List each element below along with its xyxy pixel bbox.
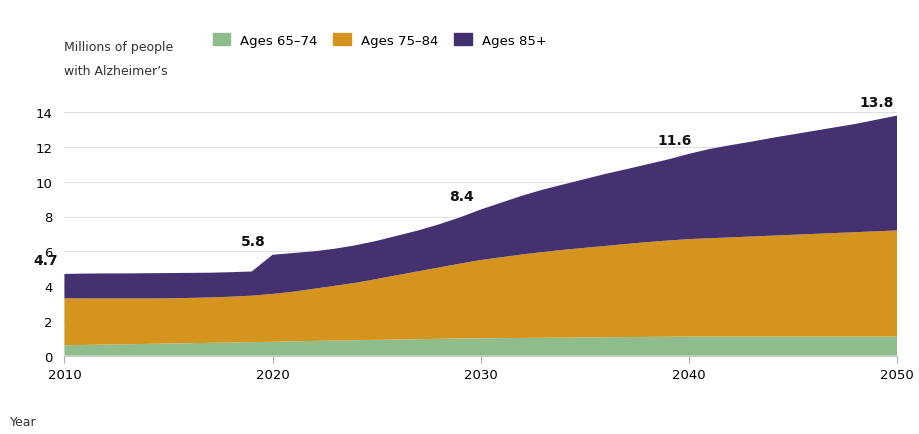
Text: Year: Year [10,415,37,428]
Text: 11.6: 11.6 [657,134,691,148]
Text: 13.8: 13.8 [858,95,893,109]
Text: 5.8: 5.8 [241,234,266,248]
Text: Millions of people: Millions of people [64,41,174,54]
Text: 8.4: 8.4 [449,189,473,203]
Legend: Ages 65–74, Ages 75–84, Ages 85+: Ages 65–74, Ages 75–84, Ages 85+ [212,34,547,48]
Text: 4.7: 4.7 [33,253,58,267]
Text: with Alzheimer’s: with Alzheimer’s [64,65,168,78]
